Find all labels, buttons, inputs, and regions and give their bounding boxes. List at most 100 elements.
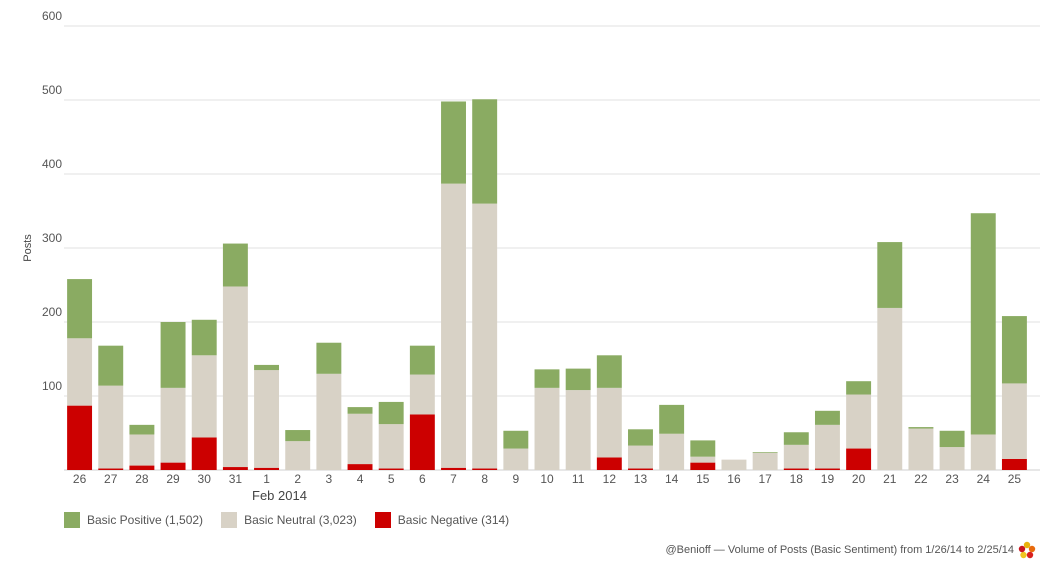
bar-segment — [1001, 316, 1027, 384]
bar-segment — [752, 452, 778, 470]
x-tick-label: 15 — [696, 472, 710, 486]
bar-segment — [98, 385, 124, 469]
bar-segment — [441, 467, 466, 470]
bar-segment — [783, 444, 809, 469]
bar-segment — [98, 345, 124, 386]
x-tick-label: 16 — [727, 472, 741, 486]
legend-label: Basic Neutral (3,023) — [244, 513, 357, 527]
bar-segment — [129, 434, 155, 466]
bar-segment — [596, 355, 622, 388]
bar-segment — [472, 468, 498, 470]
bar-segment — [378, 468, 404, 470]
legend-swatch — [221, 512, 238, 528]
bar-segment — [254, 364, 280, 371]
bar-segment — [846, 394, 872, 449]
bar-segment — [409, 414, 435, 470]
bar-segment — [98, 468, 124, 470]
bar-segment — [129, 424, 155, 435]
bar-segment — [596, 457, 622, 470]
x-tick-label: 2 — [294, 472, 301, 486]
bar-segment — [160, 462, 186, 470]
bar-segment — [970, 434, 996, 470]
x-tick-label: 28 — [135, 472, 149, 486]
x-tick-label: 3 — [326, 472, 333, 486]
x-tick-label: 5 — [388, 472, 395, 486]
bar-segment — [534, 369, 560, 388]
x-tick-label: 13 — [634, 472, 648, 486]
bar-segment — [67, 279, 93, 339]
legend-swatch — [64, 512, 80, 528]
legend-item[interactable]: Basic Positive (1,502) — [64, 512, 203, 528]
bar-segment — [1001, 383, 1027, 459]
bar-segment — [222, 286, 248, 468]
bar-segment — [503, 448, 529, 470]
chart-caption: @Benioff — Volume of Posts (Basic Sentim… — [665, 544, 1014, 556]
y-tick-label: 100 — [42, 379, 62, 393]
x-tick-label: 29 — [166, 472, 180, 486]
bar-segment — [534, 387, 560, 470]
bar-segment — [721, 459, 747, 470]
y-tick-label: 400 — [42, 157, 62, 171]
bar-segment — [285, 430, 311, 442]
x-tick-label: 1 — [263, 472, 270, 486]
y-axis-ticks: 100 200 300 400 500 600 — [42, 9, 62, 393]
x-axis-ticks: 26 27 28 29 30 31 1 2 3 4 5 6 7 8 9 10 11 12 13 14 15 16 17 18 1… — [73, 472, 1022, 486]
bar-segment — [752, 452, 778, 453]
bar-segment — [222, 467, 248, 470]
x-tick-label: 10 — [540, 472, 554, 486]
bar-segment — [316, 373, 342, 470]
bar-segment — [814, 410, 840, 425]
bar-segment — [409, 345, 435, 375]
bar-segment — [316, 342, 342, 374]
bars — [67, 99, 1027, 470]
bar-segment — [347, 413, 373, 465]
bar-segment — [939, 430, 965, 448]
legend-item[interactable]: Basic Negative (314) — [374, 512, 509, 528]
bar-segment — [783, 432, 809, 445]
bar-segment — [565, 368, 591, 391]
x-tick-label: 21 — [883, 472, 897, 486]
y-axis-title: Posts — [22, 234, 34, 262]
bar-segment — [628, 429, 653, 446]
bar-segment — [846, 381, 872, 395]
x-tick-label: 14 — [665, 472, 679, 486]
x-tick-label: 24 — [977, 472, 991, 486]
y-tick-label: 300 — [42, 231, 62, 245]
legend-label: Basic Positive (1,502) — [87, 513, 204, 527]
bar-segment — [939, 447, 965, 470]
bar-segment — [846, 448, 872, 470]
x-tick-label: 25 — [1008, 472, 1022, 486]
bar-segment — [690, 462, 716, 470]
x-tick-label: 30 — [198, 472, 212, 486]
bar-segment — [503, 430, 529, 449]
bar-segment — [347, 407, 373, 414]
month-label: Feb 2014 — [252, 488, 307, 503]
bar-segment — [877, 242, 903, 308]
bar-segment — [67, 405, 93, 470]
bar-segment — [908, 428, 934, 470]
legend-item[interactable]: Basic Neutral (3,023) — [221, 512, 357, 528]
bar-segment — [285, 441, 311, 470]
bar-segment — [67, 338, 93, 406]
bar-segment — [472, 203, 498, 469]
x-tick-label: 8 — [481, 472, 488, 486]
bar-segment — [1001, 458, 1027, 470]
bar-segment — [378, 401, 404, 425]
x-tick-label: 11 — [572, 472, 585, 486]
x-tick-label: 9 — [512, 472, 519, 486]
bar-segment — [565, 390, 591, 470]
bar-segment — [191, 437, 217, 470]
x-tick-label: 6 — [419, 472, 426, 486]
bar-segment — [191, 355, 217, 438]
bar-segment — [690, 456, 716, 463]
x-tick-label: 19 — [821, 472, 835, 486]
flower-logo-icon — [1018, 541, 1036, 559]
bar-segment — [160, 387, 186, 463]
bar-segment — [690, 440, 716, 457]
bar-segment — [628, 445, 653, 469]
x-tick-label: 31 — [229, 472, 243, 486]
y-tick-label: 200 — [42, 305, 62, 319]
bar-segment — [877, 307, 903, 470]
bar-segment — [409, 374, 435, 415]
